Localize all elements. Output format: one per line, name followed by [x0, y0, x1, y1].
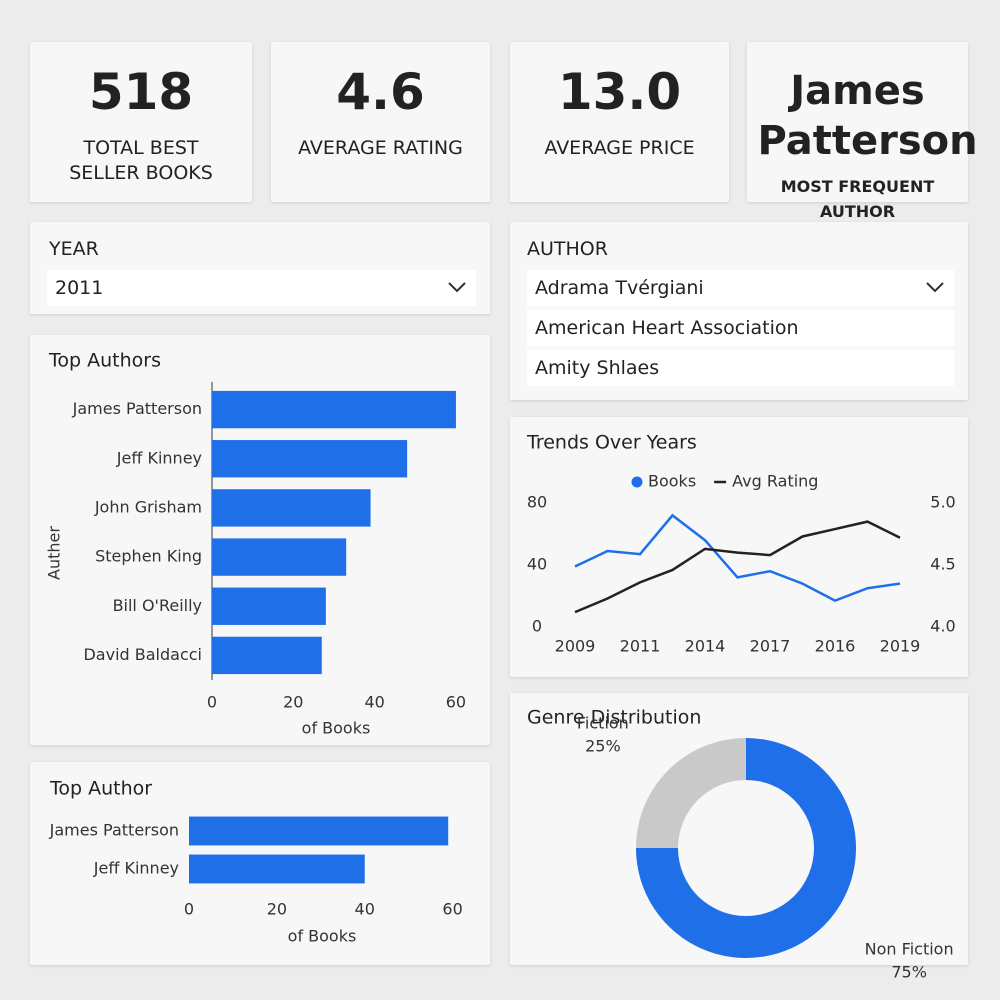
slice-label: Non Fiction	[865, 940, 954, 959]
x-tick-label: 40	[355, 900, 375, 919]
chart-card	[510, 417, 968, 677]
dropdown-value: 2011	[55, 277, 104, 299]
x-tick-label: 40	[364, 693, 384, 712]
y-axis-label: Auther	[45, 526, 64, 580]
legend-label: Books	[648, 472, 696, 491]
bar	[212, 489, 371, 527]
line-series	[574, 520, 901, 614]
dropdown-option[interactable]: American Heart Association	[527, 310, 954, 346]
chevron	[448, 282, 466, 293]
filter-label: AUTHOR	[527, 238, 608, 260]
x-tick-label: 2016	[815, 637, 856, 656]
x-tick-label: 2017	[750, 637, 791, 656]
y-tick-label: 80	[527, 493, 547, 512]
x-tick-label: 60	[446, 693, 466, 712]
option-text: Adrama Tvérgiani	[535, 277, 704, 299]
x-axis-label: of Books	[288, 927, 357, 946]
kpi-value: 518	[88, 63, 194, 121]
kpi-label: TOTAL BEST SELLER BOOKS	[69, 137, 213, 184]
x-tick-label: 20	[283, 693, 303, 712]
x-tick-label: 60	[442, 900, 462, 919]
line-series	[574, 513, 901, 603]
bar	[212, 636, 322, 675]
x-tick-label: 2009	[555, 637, 596, 656]
kpi-card: James Patterson MOST FREQUENT AUTHOR	[747, 42, 978, 221]
kpi-label: AVERAGE PRICE	[544, 137, 695, 159]
chevron	[926, 282, 944, 293]
y-tick-label: John Grisham	[94, 497, 202, 516]
author-filter: AUTHOR Adrama Tvérgiani American Heart A…	[510, 222, 968, 400]
bar	[189, 816, 449, 846]
chart-title: Genre Distribution	[527, 707, 701, 729]
x-tick-label: 2011	[620, 637, 661, 656]
bar	[212, 587, 326, 625]
slice-label: Fiction	[577, 713, 629, 732]
filter-label: YEAR	[49, 238, 99, 260]
x-tick-label: 2019	[880, 637, 921, 656]
option-text: Amity Shlaes	[535, 357, 660, 379]
kpi-value: James Patterson	[757, 68, 978, 164]
x-tick-label: 20	[267, 900, 287, 919]
dropdown[interactable]: 2011	[47, 270, 476, 306]
x-tick-label: 0	[184, 900, 194, 919]
y-tick-label: Jeff Kinney	[116, 448, 202, 467]
year-filter: YEAR 2011	[30, 222, 490, 314]
slice-value: 75%	[891, 963, 927, 982]
y-tick-label: Bill O'Reilly	[113, 596, 202, 615]
y-tick-label: Stephen King	[95, 547, 202, 566]
chart-title: Trends Over Years	[526, 432, 697, 454]
bar	[212, 538, 347, 576]
x-axis-label: of Books	[302, 719, 371, 738]
legend-marker	[631, 476, 643, 488]
bar	[189, 854, 365, 884]
y-tick-label: James Patterson	[72, 399, 202, 418]
kpi-label: MOST FREQUENT AUTHOR	[780, 177, 935, 221]
y-tick-label: David Baldacci	[83, 645, 202, 664]
chart-title: Top Authors	[48, 350, 161, 372]
kpi-value: 13.0	[557, 63, 682, 121]
donut-slice	[636, 738, 746, 848]
kpi-card: 4.6 AVERAGE RATING	[271, 42, 490, 202]
bar	[212, 440, 408, 478]
legend-label: Avg Rating	[732, 472, 818, 491]
x-tick-label: 0	[207, 693, 217, 712]
donut-slice	[636, 738, 856, 958]
y-tick-label: Jeff Kinney	[93, 859, 179, 878]
option-text: American Heart Association	[535, 317, 799, 339]
y-tick-label: James Patterson	[49, 821, 179, 840]
kpi-card: 13.0 AVERAGE PRICE	[510, 42, 729, 202]
y-tick-label: 0	[532, 617, 542, 636]
dropdown-option[interactable]: Amity Shlaes	[527, 350, 954, 386]
y-tick-label: 40	[527, 555, 547, 574]
kpi-value: 4.6	[336, 63, 425, 121]
dropdown-option[interactable]: Adrama Tvérgiani	[527, 270, 954, 306]
y2-tick-label: 5.0	[930, 493, 955, 512]
x-tick-label: 2014	[685, 637, 726, 656]
slice-value: 25%	[585, 736, 621, 755]
kpi-label: AVERAGE RATING	[298, 137, 463, 159]
bar	[212, 390, 456, 429]
chart-title: Top Author	[49, 778, 152, 800]
y2-tick-label: 4.0	[930, 617, 955, 636]
kpi-card: 518 TOTAL BEST SELLER BOOKS	[30, 42, 252, 202]
y2-tick-label: 4.5	[930, 555, 955, 574]
